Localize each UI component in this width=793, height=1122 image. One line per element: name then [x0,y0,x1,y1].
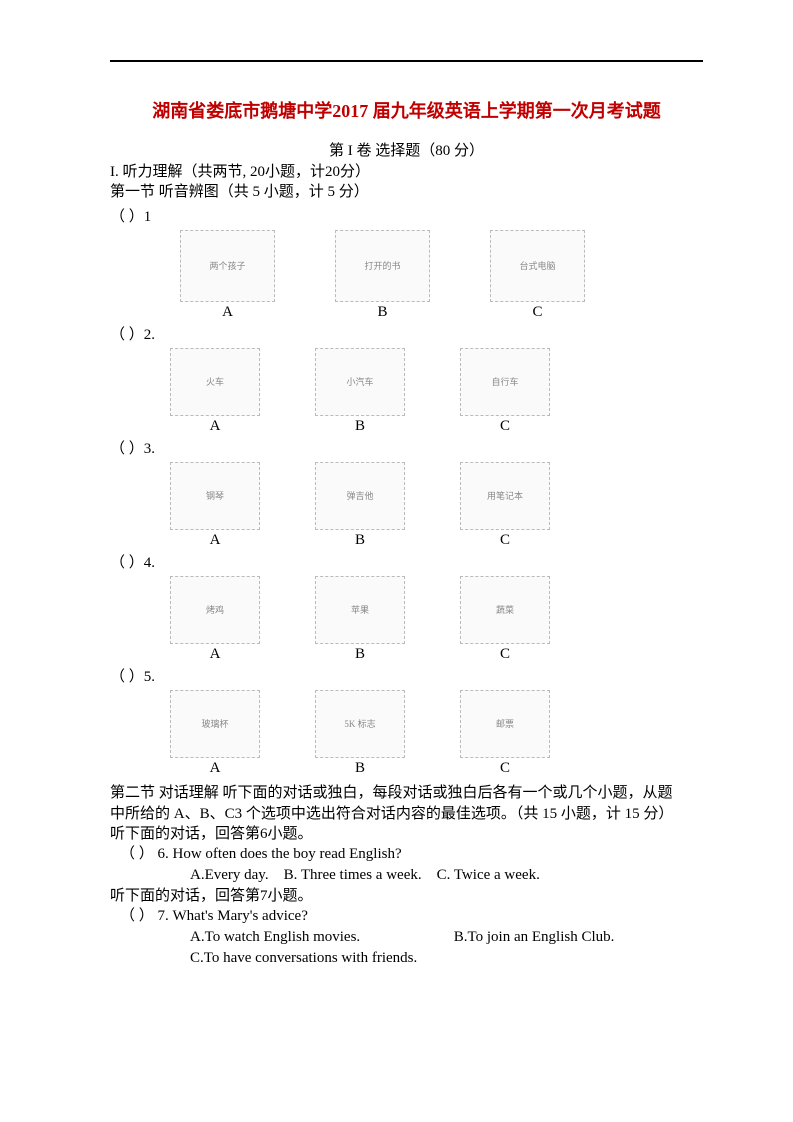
q1-label-b: B [377,304,387,321]
computer-icon: 台式电脑 [490,230,585,302]
q6-opt-b: B. Three times a week. [284,865,422,886]
children-icon: 两个孩子 [180,230,275,302]
apple-icon: 苹果 [315,576,405,644]
q6-opt-a: A.Every day. [190,865,269,886]
pre6: 听下面的对话，回答第6小题。 [110,824,703,844]
blank-prefix: （ ） [110,209,144,225]
laptop-user-icon: 用笔记本 [460,462,550,530]
q6-stem: （ ） 6. How often does the boy read Engli… [110,844,703,865]
q3-opt-a: 钢琴 A [170,462,260,549]
q3-label-c: C [500,532,510,549]
blank-prefix: （ ） [110,327,144,343]
q3-num: 3. [144,441,155,457]
q2-opt-b: 小汽车 B [315,348,405,435]
chicken-icon: 烤鸡 [170,576,260,644]
q4-num: 4. [144,555,155,571]
q5-opt-a: 玻璃杯 A [170,690,260,777]
q1-opt-b: 打开的书 B [335,230,430,321]
q7-block: （ ） 7. What's Mary's advice? A.To watch … [110,906,703,969]
top-rule [110,60,703,62]
q5-opt-c: 邮票 C [460,690,550,777]
q2-label-c: C [500,418,510,435]
part1-line1: I. 听力理解（共两节, 20小题，计20分） [110,162,703,182]
q5-stem: （ ）5. [110,665,703,686]
q3-label-a: A [210,532,221,549]
q6-opt-c: C. Twice a week. [437,865,540,886]
q3-opt-b: 弹吉他 B [315,462,405,549]
q2-label-a: A [210,418,221,435]
q5-num: 5. [144,669,155,685]
q1-label-a: A [222,304,233,321]
q7-opt-a: A.To watch English movies. [190,927,450,948]
q4-opt-a: 烤鸡 A [170,576,260,663]
q2-opt-a: 火车 A [170,348,260,435]
bicycle-icon: 自行车 [460,348,550,416]
piano-icon: 钢琴 [170,462,260,530]
q7-opts-row2: C.To have conversations with friends. [110,948,703,969]
q7-opt-b: B.To join an English Club. [454,927,615,948]
q5-label-b: B [355,760,365,777]
part1-line2: 第一节 听音辨图（共 5 小题，计 5 分） [110,182,703,202]
q4-label-b: B [355,646,365,663]
glass-icon: 玻璃杯 [170,690,260,758]
blank-prefix: （ ） [110,669,144,685]
blank-prefix: （ ） [110,441,144,457]
q5-label-c: C [500,760,510,777]
guitar-icon: 弹吉他 [315,462,405,530]
q4-stem: （ ）4. [110,551,703,572]
q2-opt-c: 自行车 C [460,348,550,435]
vegetable-icon: 蔬菜 [460,576,550,644]
q6-block: （ ） 6. How often does the boy read Engli… [110,844,703,886]
q7-opt-c: C.To have conversations with friends. [190,948,417,969]
q1-opt-a: 两个孩子 A [180,230,275,321]
q4-opt-b: 苹果 B [315,576,405,663]
q1-images: 两个孩子 A 打开的书 B 台式电脑 C [110,230,703,321]
q4-opt-c: 蔬菜 C [460,576,550,663]
section2-intro1: 第二节 对话理解 听下面的对话或独白，每段对话或独白后各有一个或几个小题，从题 [110,783,703,804]
blank-prefix: （ ） [110,555,144,571]
q3-stem: （ ）3. [110,437,703,458]
q4-images: 烤鸡 A 苹果 B 蔬菜 C [110,576,703,663]
logo-5k-icon: 5K 标志 [315,690,405,758]
q4-label-c: C [500,646,510,663]
q2-stem: （ ）2. [110,323,703,344]
q1-stem: （ ）1 [110,205,703,226]
section-head: 第 I 卷 选择题（80 分） [110,139,703,160]
section2-intro2: 中所给的 A、B、C3 个选项中选出符合对话内容的最佳选项。（共 15 小题，计… [110,804,703,824]
pre7: 听下面的对话，回答第7小题。 [110,886,703,906]
q5-opt-b: 5K 标志 B [315,690,405,777]
stamp-icon: 邮票 [460,690,550,758]
car-icon: 小汽车 [315,348,405,416]
q2-images: 火车 A 小汽车 B 自行车 C [110,348,703,435]
train-icon: 火车 [170,348,260,416]
q2-num: 2. [144,327,155,343]
q6-opts: A.Every day. B. Three times a week. C. T… [110,865,703,886]
q3-opt-c: 用笔记本 C [460,462,550,549]
q5-images: 玻璃杯 A 5K 标志 B 邮票 C [110,690,703,777]
q1-label-c: C [532,304,542,321]
book-icon: 打开的书 [335,230,430,302]
q4-label-a: A [210,646,221,663]
q1-opt-c: 台式电脑 C [490,230,585,321]
q5-label-a: A [210,760,221,777]
q3-label-b: B [355,532,365,549]
q1-num: 1 [144,209,152,225]
q2-label-b: B [355,418,365,435]
page-title: 湖南省娄底市鹅塘中学2017 届九年级英语上学期第一次月考试题 [110,97,703,123]
q3-images: 钢琴 A 弹吉他 B 用笔记本 C [110,462,703,549]
q7-stem: （ ） 7. What's Mary's advice? [110,906,703,927]
q7-opts-row1: A.To watch English movies. B.To join an … [110,927,703,948]
